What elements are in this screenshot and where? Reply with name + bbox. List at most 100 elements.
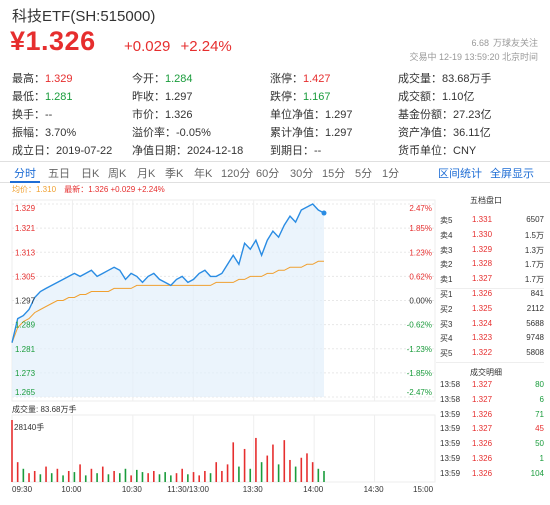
pct-tick-label: 2.47%	[409, 204, 432, 213]
stat-label: 货币单位：	[398, 145, 453, 157]
tab-9[interactable]: 60分	[256, 168, 280, 180]
chart-legend: 均价：1.310 最新：1.326 +0.029 +2.24%	[12, 184, 165, 195]
order-book-volume: 1.3万	[524, 245, 544, 255]
volume-bar	[136, 469, 138, 482]
volume-bar	[204, 470, 206, 482]
stat-label: 单位净值：	[270, 109, 325, 121]
order-book-volume: 5808	[526, 348, 544, 358]
tab-1[interactable]: 分时	[14, 168, 36, 180]
stat-item: 最低：1.281	[12, 88, 73, 104]
pct-tick-label: -0.62%	[407, 321, 432, 330]
volume-bar	[107, 474, 110, 482]
fullscreen-link[interactable]: 全屏显示	[490, 168, 534, 180]
y-tick-label: 1.329	[15, 204, 36, 213]
volume-bar	[164, 472, 166, 482]
volume-bar	[118, 473, 121, 482]
stat-value: 1.297	[165, 91, 193, 103]
chart-tabs: 分时 五日 日K 周K 月K 季K 年K 120分 60分 30分 15分 5分 1分 区间统计 全屏显示	[0, 161, 550, 183]
tab-11[interactable]: 15分	[322, 168, 346, 180]
avg-price-line	[11, 260, 324, 343]
stat-value: --	[45, 109, 53, 121]
volume-bar	[175, 473, 178, 482]
price-change: +0.029 +2.24%	[124, 38, 238, 55]
price-area	[12, 204, 324, 397]
stat-label: 昨收：	[132, 91, 165, 103]
order-book-volume: 9748	[526, 333, 544, 343]
tab-3[interactable]: 日K	[81, 168, 100, 180]
stat-item: 到期日：--	[270, 142, 321, 158]
trade-time: 13:59	[440, 424, 461, 434]
volume-bar	[272, 444, 274, 482]
order-book-label: 卖3	[440, 245, 453, 255]
stat-label: 最低：	[12, 91, 45, 103]
y-tick-label: 1.281	[15, 345, 36, 354]
volume-bar	[238, 466, 240, 482]
volume-bar	[226, 464, 229, 482]
volume-bar	[323, 470, 325, 482]
range-stats-link[interactable]: 区间统计	[438, 168, 482, 180]
trade-volume: 50	[535, 439, 544, 449]
pct-tick-label: 1.85%	[409, 224, 432, 233]
volume-panel-frame	[11, 414, 436, 483]
stat-item: 资产净值：36.11亿	[398, 124, 491, 140]
trade-price: 1.326	[472, 454, 493, 463]
stat-label: 基金份额：	[398, 109, 453, 121]
order-book-price: 1.328	[472, 259, 493, 269]
order-book-price: 1.323	[472, 333, 493, 343]
stat-label: 净值日期：	[132, 145, 187, 157]
y-tick-label: 1.321	[15, 224, 36, 233]
order-book-price: 1.331	[472, 215, 493, 224]
tab-5[interactable]: 月K	[137, 168, 156, 180]
y-tick-label: 1.265	[15, 388, 36, 397]
order-book-price: 1.326	[472, 289, 493, 298]
order-book-label: 买3	[440, 319, 453, 329]
volume-max-label: 28140手	[14, 423, 45, 432]
tab-4[interactable]: 周K	[108, 168, 127, 180]
tab-13[interactable]: 1分	[382, 168, 400, 180]
pct-tick-label: 0.00%	[409, 297, 432, 306]
stats-row: 振幅：3.70% 溢价率：-0.05% 累计净值：1.297 资产净值：36.11亿	[12, 124, 542, 142]
pct-tick-label: 0.62%	[409, 272, 432, 281]
tab-8[interactable]: 120分	[221, 168, 251, 180]
trade-row: 13:58 1.327 80	[440, 380, 544, 394]
tab-2[interactable]: 五日	[48, 168, 70, 180]
trade-row: 13:59 1.326 50	[440, 439, 544, 453]
stat-value: 1.297	[325, 109, 353, 121]
stat-label: 成立日：	[12, 145, 56, 157]
stats-row: 最低：1.281 昨收：1.297 跌停：1.167 成交额：1.10亿	[12, 88, 542, 106]
order-book-divider	[436, 288, 544, 289]
volume-bar	[158, 474, 161, 482]
volume-bar	[39, 474, 42, 482]
volume-bar	[283, 440, 286, 482]
volume-bar	[266, 455, 269, 482]
stat-value: 1.326	[165, 109, 193, 121]
stat-label: 振幅：	[12, 127, 45, 139]
stats-row: 最高：1.329 今开：1.284 涨停：1.427 成交量：83.68万手	[12, 70, 542, 88]
tab-10[interactable]: 30分	[290, 168, 314, 180]
tab-6[interactable]: 季K	[165, 168, 184, 180]
trade-row: 13:59 1.326 1	[440, 454, 544, 468]
stat-label: 跌停：	[270, 91, 303, 103]
followers-count: 6.68	[471, 38, 489, 48]
tab-7[interactable]: 年K	[194, 168, 213, 180]
tab-12[interactable]: 5分	[355, 168, 373, 180]
volume-bar	[249, 468, 252, 482]
order-book-label: 卖4	[440, 230, 453, 240]
trade-price: 1.326	[472, 409, 493, 419]
stat-item: 成交量：83.68万手	[398, 70, 492, 86]
x-tick-label: 14:30	[363, 485, 384, 494]
volume-bar	[311, 462, 314, 482]
stat-value: 1.281	[45, 91, 73, 103]
volume-bar	[243, 448, 246, 482]
y-tick-label: 1.305	[15, 272, 36, 281]
x-tick-label: 10:00	[61, 485, 82, 494]
stat-label: 成交额：	[398, 91, 442, 103]
volume-bar	[101, 466, 104, 482]
order-book-row: 卖1 1.327 1.7万	[440, 274, 544, 288]
stat-value: -0.05%	[176, 127, 211, 139]
trades-divider	[436, 362, 544, 363]
trade-row: 13:59 1.327 45	[440, 424, 544, 438]
x-tick-label: 14:00	[303, 485, 324, 494]
order-book-volume: 841	[530, 289, 544, 298]
volume-bar	[215, 462, 218, 482]
